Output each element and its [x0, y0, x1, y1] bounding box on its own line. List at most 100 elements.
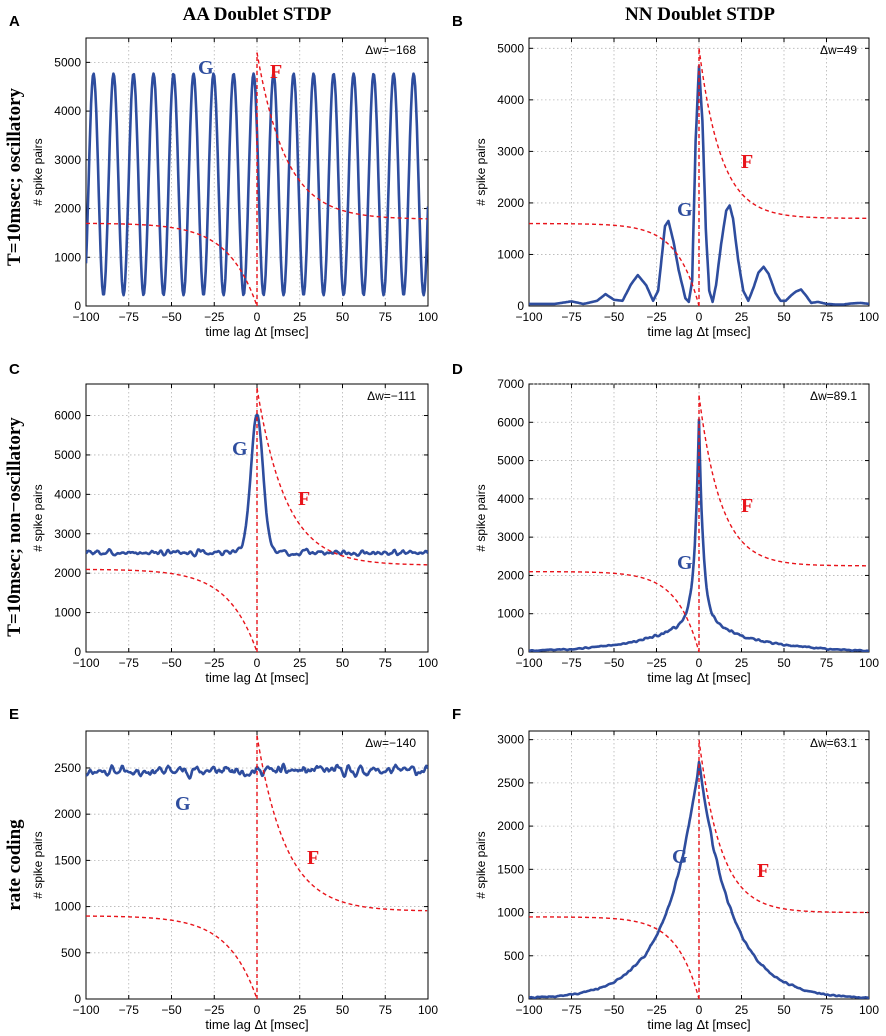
x-tick-label: −75: [119, 656, 140, 670]
y-tick-label: 1000: [497, 247, 524, 261]
f-curve-label: F: [298, 488, 310, 510]
x-tick-label: −50: [161, 656, 182, 670]
panel-letter: D: [452, 361, 463, 378]
x-tick-label: −75: [119, 310, 140, 324]
y-tick-label: 1000: [54, 900, 81, 914]
x-tick-label: 0: [696, 1003, 703, 1017]
x-tick-label: 50: [336, 1003, 350, 1017]
x-tick-label: 100: [859, 656, 879, 670]
x-tick-label: −25: [204, 1003, 225, 1017]
y-tick-label: 5000: [54, 55, 81, 69]
y-tick-label: 0: [74, 992, 81, 1006]
y-axis-label: # spike pairs: [31, 484, 45, 551]
plot-area: [86, 735, 428, 999]
panel-b: B−100 −75 −50 −25 0 25 50 75 1000100020003000400…: [452, 13, 879, 339]
f-curve-label: F: [270, 61, 282, 83]
y-axis-label: # spike pairs: [474, 484, 488, 551]
column-title-aa: AA Doublet STDP: [183, 4, 332, 25]
y-tick-label: 0: [74, 645, 81, 659]
g-curve-label: G: [198, 57, 214, 79]
y-tick-label: 3000: [497, 733, 524, 747]
x-tick-label: 25: [293, 1003, 307, 1017]
g-curve: [529, 760, 869, 999]
x-tick-label: 50: [777, 656, 791, 670]
x-tick-label: 100: [418, 1003, 438, 1017]
plot-area: [529, 48, 869, 306]
x-axis-label: time lag Δt [msec]: [647, 324, 750, 339]
x-tick-label: −25: [646, 1003, 667, 1017]
delta-w-annotation: Δw=−111: [367, 389, 416, 403]
x-tick-label: 50: [777, 1003, 791, 1017]
y-tick-label: 5000: [497, 41, 524, 55]
x-tick-label: 50: [777, 310, 791, 324]
y-tick-label: 4000: [54, 104, 81, 118]
x-tick-label: −75: [561, 656, 582, 670]
g-curve-label: G: [677, 552, 693, 574]
plot-area: [86, 387, 428, 652]
x-tick-label: −100: [72, 310, 99, 324]
y-tick-label: 0: [517, 645, 524, 659]
panel-e: E−100 −75 −50 −25 0 25 50 75 1000500100015002000…: [9, 706, 438, 1032]
y-tick-label: 1500: [54, 853, 81, 867]
y-tick-label: 2000: [54, 202, 81, 216]
y-tick-label: 1000: [54, 250, 81, 264]
y-axis-label: # spike pairs: [31, 138, 45, 205]
x-tick-label: 0: [254, 656, 261, 670]
y-tick-label: 1500: [497, 862, 524, 876]
x-tick-label: 25: [735, 656, 749, 670]
y-tick-label: 3000: [497, 144, 524, 158]
x-tick-label: −25: [646, 310, 667, 324]
x-tick-label: −50: [604, 1003, 625, 1017]
x-tick-label: 0: [696, 656, 703, 670]
x-tick-label: 100: [418, 656, 438, 670]
x-tick-label: 0: [254, 310, 261, 324]
f-curve-ltd-branch: [86, 915, 258, 999]
x-tick-label: −100: [515, 310, 542, 324]
delta-w-annotation: Δw=63.1: [810, 736, 857, 750]
x-tick-label: 100: [418, 310, 438, 324]
x-tick-label: 25: [735, 1003, 749, 1017]
x-tick-label: 75: [820, 310, 834, 324]
f-curve-ltp-branch: [256, 735, 428, 912]
y-axis-label: # spike pairs: [31, 831, 45, 898]
delta-w-annotation: Δw=49: [820, 43, 857, 57]
f-curve-label: F: [741, 151, 753, 173]
plot-area: [529, 739, 869, 999]
column-title-nn: NN Doublet STDP: [625, 4, 775, 25]
y-tick-label: 6000: [497, 415, 524, 429]
delta-w-annotation: Δw=−168: [365, 43, 416, 57]
f-curve-label: F: [757, 860, 769, 882]
x-tick-label: −100: [515, 1003, 542, 1017]
panels: A−100 −75 −50 −25 0 25 50 75 1000100020003000400…: [9, 13, 879, 1032]
f-curve-ltp-branch: [698, 48, 869, 220]
y-axis-label: # spike pairs: [474, 831, 488, 898]
x-tick-label: −75: [561, 310, 582, 324]
y-tick-label: 5000: [497, 454, 524, 468]
f-curve-ltd-branch: [86, 222, 258, 306]
x-tick-label: −50: [604, 656, 625, 670]
x-tick-label: 50: [336, 656, 350, 670]
y-tick-label: 7000: [497, 377, 524, 391]
y-tick-label: 1000: [497, 906, 524, 920]
x-tick-label: 0: [254, 1003, 261, 1017]
x-tick-label: −100: [72, 656, 99, 670]
plot-area: [86, 52, 428, 306]
y-tick-label: 0: [517, 992, 524, 1006]
y-axis-label: # spike pairs: [474, 138, 488, 205]
row-label-rate-coding: rate coding: [4, 819, 25, 911]
x-tick-label: 75: [820, 656, 834, 670]
panel-letter: F: [452, 706, 461, 723]
y-tick-label: 500: [61, 946, 81, 960]
g-curve: [86, 72, 428, 297]
x-tick-label: 50: [336, 310, 350, 324]
x-tick-label: −100: [72, 1003, 99, 1017]
panel-f: F−100 −75 −50 −25 0 25 50 75 1000500100015002000…: [452, 706, 879, 1032]
y-tick-label: 1000: [497, 607, 524, 621]
f-curve-ltd-branch: [86, 568, 258, 652]
x-tick-label: 25: [293, 310, 307, 324]
x-tick-label: 0: [696, 310, 703, 324]
y-tick-label: 500: [504, 949, 524, 963]
y-tick-label: 4000: [497, 93, 524, 107]
panel-letter: A: [9, 13, 20, 30]
f-curve-ltd-branch: [529, 916, 700, 999]
